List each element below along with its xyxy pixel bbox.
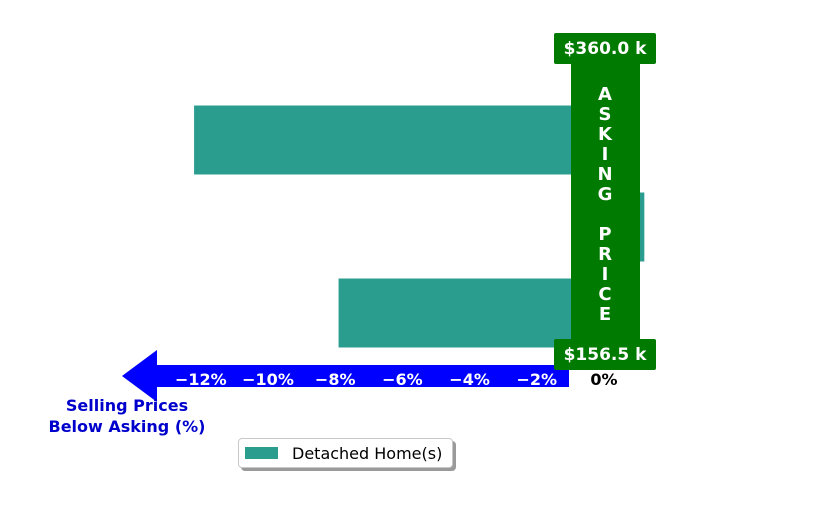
x-tick-label: −8%: [315, 370, 356, 389]
legend-label: Detached Home(s): [292, 443, 443, 463]
asking-price-letter: C: [598, 284, 611, 305]
price-tag-top-label: $360.0 k: [564, 39, 648, 59]
price-tag-bottom-label: $156.5 k: [564, 345, 648, 365]
legend: Detached Home(s): [238, 438, 453, 468]
asking-price-letter: S: [599, 104, 612, 125]
legend-swatch: [245, 447, 278, 459]
asking-price-letter: G: [598, 184, 613, 205]
asking-price-letter: E: [599, 304, 611, 325]
bar: [338, 278, 604, 348]
asking-price-letter: R: [598, 244, 612, 265]
x-axis: −12% −10% −8% −6% −4% −2% 0% Selling Prices Belo…: [49, 350, 618, 436]
asking-price-letter: K: [598, 124, 613, 145]
x-axis-title: Below Asking (%): [49, 417, 206, 436]
asking-price-letter: N: [597, 164, 612, 185]
price-tag-bottom: [554, 339, 656, 370]
x-tick-label: −6%: [382, 370, 423, 389]
bar: [194, 105, 604, 175]
x-tick-label: −10%: [242, 370, 294, 389]
axis-arrow: [122, 350, 569, 402]
x-tick-label: −2%: [517, 370, 558, 389]
x-axis-title: Selling Prices: [66, 396, 188, 415]
asking-price-letter: A: [598, 84, 612, 105]
x-tick-label-zero: 0%: [590, 370, 617, 389]
asking-price-letter: P: [598, 224, 611, 245]
asking-price-letter: I: [602, 264, 609, 285]
x-tick-label: −4%: [449, 370, 490, 389]
x-tick-label: −12%: [175, 370, 227, 389]
asking-price-letter: I: [602, 144, 609, 165]
asking-price-column: [571, 55, 640, 355]
price-tag-top: [554, 33, 656, 64]
